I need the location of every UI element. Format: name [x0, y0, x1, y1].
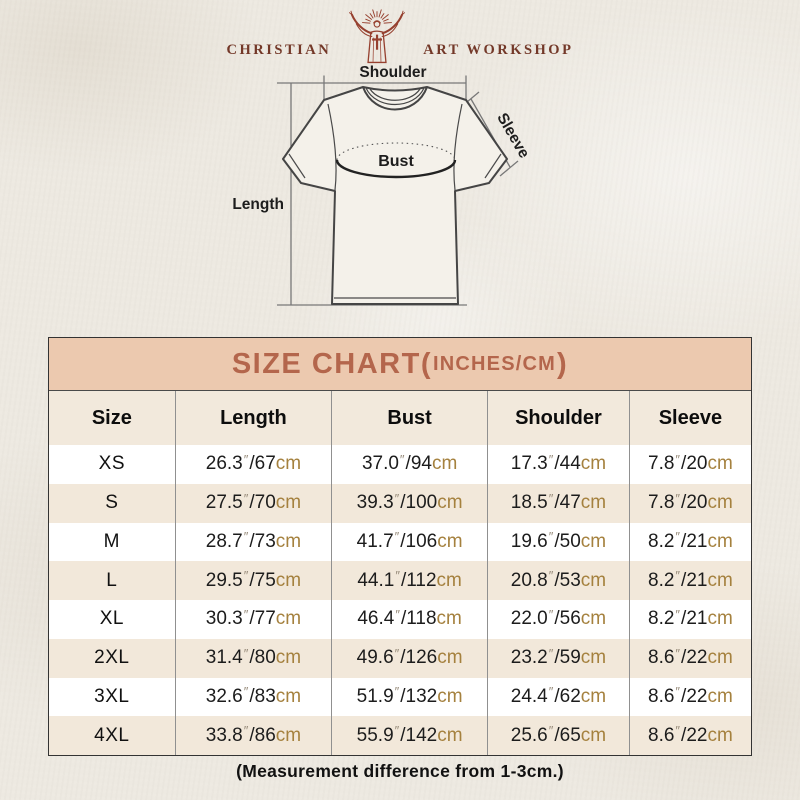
cell-size: 4XL	[94, 724, 130, 746]
cell-size: XS	[98, 453, 125, 475]
cell-shoulder: 20.8 ″/53 cm	[487, 561, 629, 600]
brand-header: CHRISTIAN	[0, 4, 800, 66]
measurement-note: (Measurement difference from 1-3cm.)	[236, 761, 564, 781]
bust-ellipse-dotted	[336, 142, 456, 161]
cell-shoulder: 25.6 ″/65 cm	[487, 716, 629, 755]
cell-size: 3XL	[94, 685, 130, 707]
cell-bust: 39.3 ″/100 cm	[331, 483, 487, 523]
table-row: 3XL 32.6 ″/83 cm 51.9 ″/132 cm 24.4 ″/62 cm 8.6 ″/2…	[49, 677, 751, 717]
table-row: L 29.5 ″/75 cm 44.1 ″/112 cm 20.8 ″/53 cm 8.2 ″/21 c…	[49, 561, 751, 600]
logo-rays	[362, 9, 393, 24]
logo-robe	[367, 30, 387, 64]
tshirt-measurement-diagram: Shoulder Bust Length Sleeve	[232, 64, 533, 306]
brand-name-left: CHRISTIAN	[226, 42, 332, 58]
cell-bust: 37.0 ″/94 cm	[331, 445, 487, 484]
label-length: Length	[232, 196, 284, 213]
cell-length: 30.3 ″/77 cm	[174, 600, 332, 639]
cell-bust: 55.9 ″/142 cm	[331, 716, 487, 755]
cell-sleeve: 8.2 ″/21 cm	[628, 522, 751, 562]
cell-shoulder: 19.6 ″/50 cm	[487, 522, 629, 562]
table-row: XS 26.3 ″/67 cm 37.0 ″/94 cm 17.3 ″/44 cm 7.8 ″/20 c…	[49, 445, 751, 484]
cell-bust: 41.7 ″/106 cm	[331, 522, 487, 562]
table-row: 4XL 33.8 ″/86 cm 55.9 ″/142 cm 25.6 ″/65 cm 8.6 ″/2…	[49, 716, 751, 755]
column-header-length: Length	[174, 391, 332, 445]
size-chart-title-band: SIZE CHART(INCHES/CM)	[49, 338, 751, 391]
cell-shoulder: 22.0 ″/56 cm	[487, 600, 629, 639]
column-header-sleeve: Sleeve	[628, 391, 751, 445]
bust-ellipse-solid	[335, 159, 457, 179]
cell-shoulder: 17.3 ″/44 cm	[487, 445, 629, 484]
logo-cross-icon	[372, 34, 383, 50]
cell-length: 27.5 ″/70 cm	[174, 483, 332, 523]
tshirt-outline	[282, 86, 508, 305]
table-row: XL 30.3 ″/77 cm 46.4 ″/118 cm 22.0 ″/56 cm 8.2 ″/21…	[49, 600, 751, 639]
cell-bust: 49.6 ″/126 cm	[331, 638, 487, 678]
cell-bust: 46.4 ″/118 cm	[331, 600, 487, 639]
cell-sleeve: 8.6 ″/22 cm	[628, 638, 751, 678]
cell-size: S	[105, 492, 119, 514]
logo-left-arm	[351, 13, 373, 35]
cell-length: 29.5 ″/75 cm	[174, 561, 332, 600]
brand-name-right: ART WORKSHOP	[423, 42, 574, 58]
size-chart-table: SIZE CHART(INCHES/CM) Size Length Bust S…	[48, 337, 752, 756]
column-header-size: Size	[91, 406, 132, 429]
collar-lines	[362, 86, 428, 111]
cell-shoulder: 24.4 ″/62 cm	[487, 677, 629, 717]
size-table-body: XS 26.3 ″/67 cm 37.0 ″/94 cm 17.3 ″/44 cm 7.8 ″/20 c…	[49, 445, 751, 755]
cell-shoulder: 18.5 ″/47 cm	[487, 483, 629, 523]
jesus-logo-icon	[349, 9, 406, 64]
size-chart-title-close: )	[557, 347, 569, 380]
cell-bust: 51.9 ″/132 cm	[331, 677, 487, 717]
cell-length: 31.4 ″/80 cm	[174, 638, 332, 678]
cell-size: XL	[99, 608, 124, 630]
cell-size: 2XL	[94, 647, 130, 669]
size-chart-title: SIZE CHART(	[231, 347, 432, 380]
table-row: M 28.7 ″/73 cm 41.7 ″/106 cm 19.6 ″/50 cm 8.2 ″/21 c…	[49, 522, 751, 562]
cell-length: 28.7 ″/73 cm	[174, 522, 332, 562]
column-header-bust: Bust	[331, 391, 487, 445]
cell-length: 33.8 ″/86 cm	[174, 716, 332, 755]
seam-lines	[288, 103, 502, 299]
table-header-row: Size Length Bust Shoulder Sleeve	[49, 391, 751, 445]
cell-length: 32.6 ″/83 cm	[174, 677, 332, 717]
size-chart-title-units: INCHES/CM	[432, 352, 557, 375]
cell-shoulder: 23.2 ″/59 cm	[487, 638, 629, 678]
cell-sleeve: 8.2 ″/21 cm	[628, 561, 751, 600]
label-shoulder: Shoulder	[359, 64, 426, 81]
cell-sleeve: 7.8 ″/20 cm	[628, 483, 751, 523]
cell-sleeve: 8.6 ″/22 cm	[628, 716, 751, 755]
cell-sleeve: 8.6 ″/22 cm	[628, 677, 751, 717]
label-bust: Bust	[378, 153, 414, 170]
table-row: 2XL 31.4 ″/80 cm 49.6 ″/126 cm 23.2 ″/59 cm 8.6 ″/2…	[49, 638, 751, 678]
table-row: S 27.5 ″/70 cm 39.3 ″/100 cm 18.5 ″/47 cm 7.8 ″/20 c…	[49, 483, 751, 523]
cell-sleeve: 7.8 ″/20 cm	[628, 445, 751, 484]
cell-length: 26.3 ″/67 cm	[174, 445, 332, 484]
cell-bust: 44.1 ″/112 cm	[331, 561, 487, 600]
cell-size: L	[106, 569, 118, 591]
cell-sleeve: 8.2 ″/21 cm	[628, 600, 751, 639]
logo-right-arm	[381, 13, 404, 35]
column-header-shoulder: Shoulder	[487, 391, 629, 445]
cell-size: M	[103, 530, 120, 552]
